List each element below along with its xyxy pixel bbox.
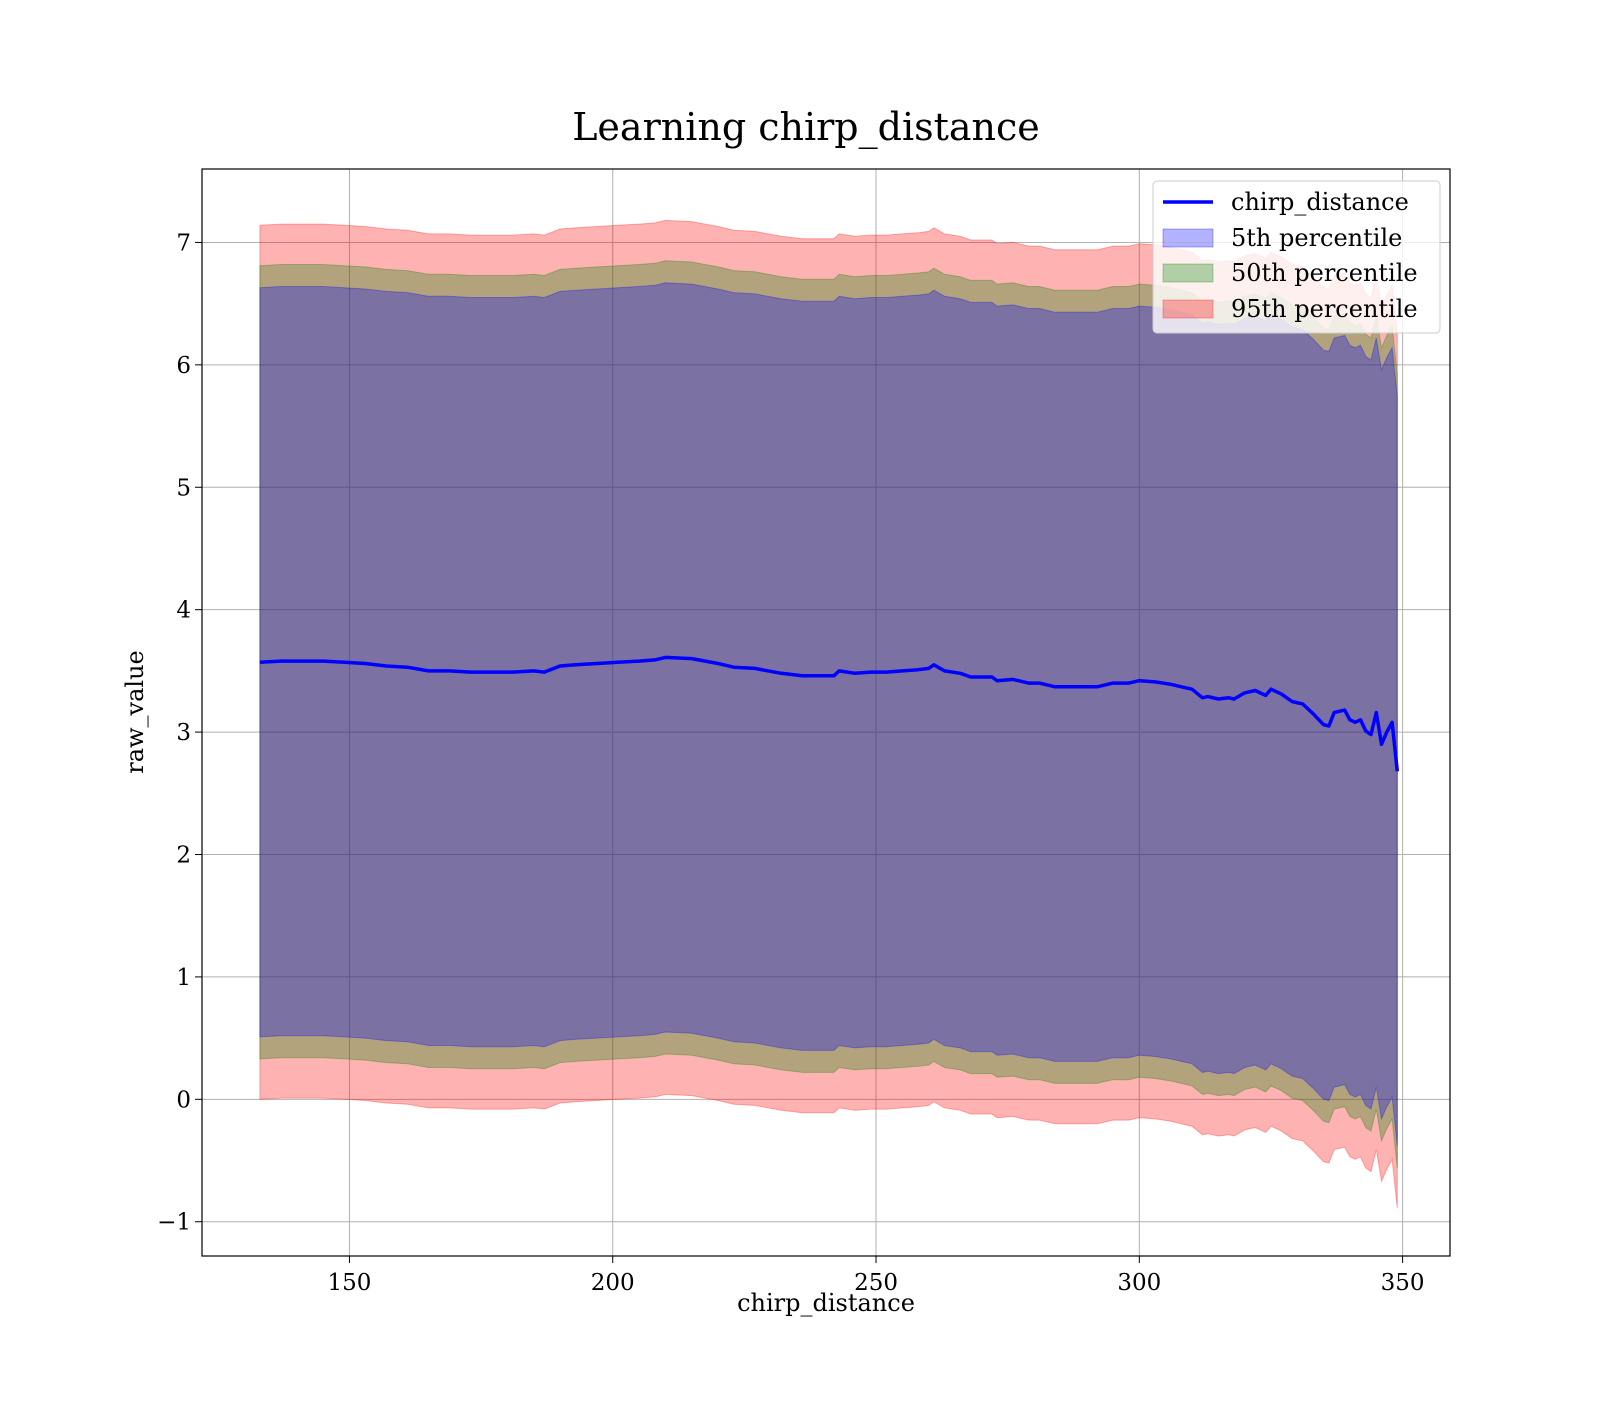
x-tick-label: 200 <box>591 1270 635 1296</box>
x-tick-label: 150 <box>327 1270 371 1296</box>
legend-label: 95th percentile <box>1231 295 1418 323</box>
y-axis-label: raw_value <box>121 650 149 774</box>
legend-label: chirp_distance <box>1231 188 1409 216</box>
x-tick-label: 300 <box>1117 1270 1161 1296</box>
legend-swatch-patch <box>1162 228 1214 248</box>
legend-box <box>1152 180 1441 334</box>
x-axis-label: chirp_distance <box>737 1289 915 1317</box>
chart-title: Learning chirp_distance <box>572 105 1040 150</box>
legend-swatch-patch <box>1162 299 1214 319</box>
legend-label: 50th percentile <box>1231 259 1418 287</box>
y-tick-label: 1 <box>176 965 191 991</box>
legend-label: 5th percentile <box>1231 224 1402 252</box>
band-50th-percentile <box>259 260 1398 1168</box>
legend: chirp_distance 5th percentile 50th percent… <box>1152 180 1441 334</box>
band-95th-percentile <box>259 219 1398 1209</box>
y-tick-label: 6 <box>176 353 191 379</box>
band-5th-percentile <box>259 282 1398 1146</box>
y-tick-label: −1 <box>157 1210 191 1236</box>
legend-swatch-patch <box>1162 263 1214 283</box>
x-tick-label: 250 <box>854 1270 898 1296</box>
y-tick-label: 0 <box>176 1087 191 1113</box>
y-tick-label: 4 <box>176 598 191 624</box>
series-line-chirp-distance <box>259 655 1400 772</box>
x-tick-label: 350 <box>1381 1270 1425 1296</box>
y-tick-label: 2 <box>176 842 191 868</box>
y-tick-label: 3 <box>176 720 191 746</box>
plot-frame <box>201 168 1451 1257</box>
y-tick-label: 7 <box>176 230 191 256</box>
y-tick-label: 5 <box>176 475 191 501</box>
